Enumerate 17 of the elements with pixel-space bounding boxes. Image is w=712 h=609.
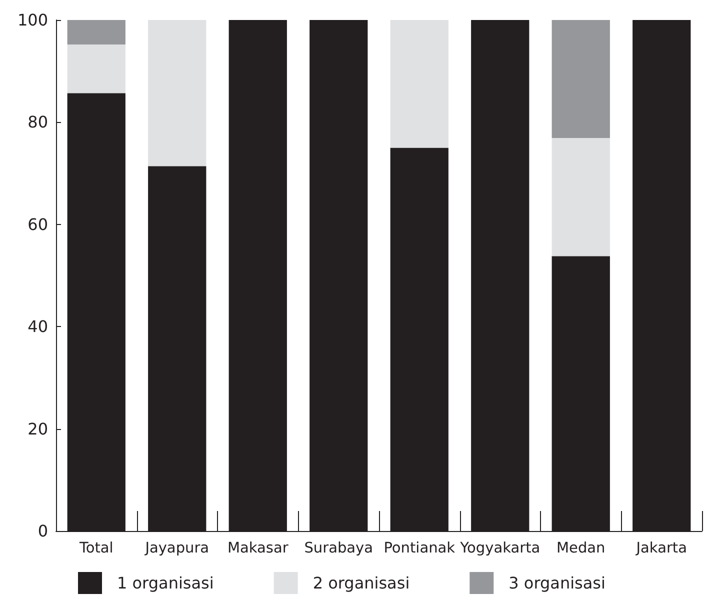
y-tick-label: 40 bbox=[28, 317, 48, 336]
x-tick-label: Yogyakarta bbox=[459, 540, 540, 556]
x-tick-label: Total bbox=[78, 540, 114, 556]
x-tick-label: Pontianak bbox=[384, 540, 456, 556]
y-tick-label: 0 bbox=[38, 522, 48, 540]
x-tick-label: Jakarta bbox=[635, 540, 687, 556]
legend-label: 2 organisasi bbox=[312, 574, 410, 592]
x-tick-label: Medan bbox=[556, 540, 606, 556]
y-tick-label: 80 bbox=[28, 112, 48, 132]
legend-label: 3 organisasi bbox=[508, 574, 606, 592]
x-tick-label: Makasar bbox=[227, 540, 288, 556]
legend-label: 1 organisasi bbox=[117, 574, 214, 592]
y-tick-label: 20 bbox=[28, 419, 48, 438]
x-tick-label: Surabaya bbox=[304, 540, 374, 556]
y-tick-label: 100 bbox=[17, 10, 48, 30]
x-tick-label: Jayapura bbox=[144, 540, 210, 556]
y-tick-label: 60 bbox=[28, 214, 48, 234]
